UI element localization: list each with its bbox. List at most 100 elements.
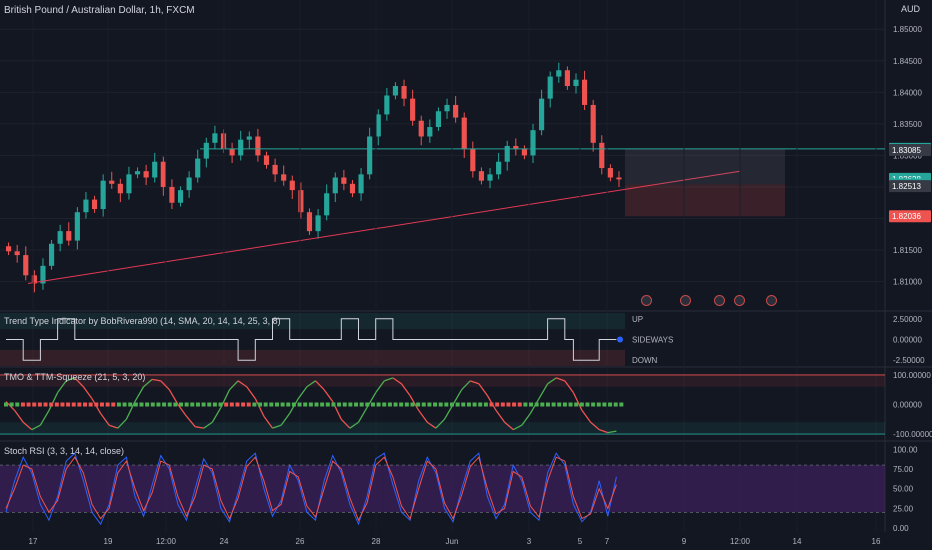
tmo-tick-label: 100.00000 [893, 371, 931, 380]
time-tick-label: 17 [29, 537, 38, 546]
time-tick-label: 14 [793, 537, 802, 546]
squeeze-dot [608, 402, 613, 407]
event-flag-icon[interactable] [680, 295, 691, 306]
squeeze-dot [60, 402, 65, 407]
squeeze-dot [449, 402, 454, 407]
tmo-segment [556, 377, 566, 382]
candle-body [263, 155, 270, 165]
squeeze-dot [461, 402, 466, 407]
tmo-segment [229, 380, 239, 391]
price-tick-label: 1.84000 [893, 88, 922, 97]
candle-body [306, 212, 313, 232]
tmo-segment [297, 386, 308, 399]
candle-body [229, 149, 235, 156]
tmo-segment [504, 421, 514, 431]
tmo-oversold-zone [0, 422, 885, 435]
tmo-segment [280, 412, 291, 426]
squeeze-dot [297, 402, 302, 407]
candle-body [504, 145, 510, 162]
rsi-band [0, 465, 885, 513]
time-tick-label: 26 [296, 537, 305, 546]
tmo-segment [547, 377, 557, 385]
candle-body [487, 174, 493, 181]
squeeze-dot [433, 402, 438, 407]
squeeze-dot [156, 402, 161, 407]
tmo-segment [384, 377, 394, 382]
candle-body [478, 171, 485, 181]
squeeze-dot [291, 402, 296, 407]
squeeze-dot [128, 402, 133, 407]
squeeze-dot [269, 402, 274, 407]
price-tag [889, 144, 931, 157]
squeeze-dot [99, 402, 104, 407]
candle-body [496, 161, 502, 175]
tmo-segment [315, 380, 325, 391]
squeeze-dot [252, 402, 257, 407]
candle-body [91, 199, 98, 210]
squeeze-dot [489, 402, 494, 407]
event-flag-icon[interactable] [714, 295, 725, 306]
squeeze-dot [122, 402, 127, 407]
time-tick-label: 7 [605, 537, 610, 546]
symbol-title: British Pound / Australian Dollar, 1h, F… [4, 5, 195, 16]
squeeze-dot [167, 402, 172, 407]
tmo-segment [461, 380, 471, 391]
candle-body [23, 255, 29, 276]
tmo-segment [39, 410, 50, 426]
stoch-d-line [5, 456, 617, 522]
candle-body [14, 251, 20, 256]
stoch-rsi-pane-title: Stoch RSI (3, 3, 14, 14, close) [4, 446, 125, 456]
squeeze-dot [77, 402, 82, 407]
squeeze-dot [602, 402, 607, 407]
candle-body [384, 95, 390, 115]
squeeze-dot [354, 402, 359, 407]
trend-zone-label: SIDEWAYS [632, 336, 673, 345]
squeeze-dot [495, 402, 500, 407]
squeeze-dot [246, 402, 251, 407]
candle-body [564, 70, 570, 87]
trend-pane-title: Trend Type Indicator by BobRivera990 (14… [4, 316, 281, 326]
event-flag-icon[interactable] [641, 295, 652, 306]
squeeze-dot [557, 402, 562, 407]
candle-body [418, 120, 424, 137]
event-flag-icon[interactable] [734, 295, 745, 306]
tmo-segment [22, 421, 33, 431]
candle-body [375, 114, 381, 137]
tmo-segment [246, 386, 256, 399]
squeeze-dot [523, 402, 528, 407]
squeeze-dot [512, 402, 517, 407]
currency-label: AUD [900, 4, 920, 14]
candle-body [607, 168, 613, 178]
price-tick-label: 1.85000 [893, 25, 922, 34]
squeeze-dot [421, 402, 426, 407]
tmo-segment [418, 410, 428, 423]
price-tick-label: 1.84500 [893, 57, 922, 66]
squeeze-dot [71, 402, 76, 407]
rsi-tick-label: 75.00 [893, 465, 914, 474]
trend-tick-label: 0.00000 [893, 336, 922, 345]
squeeze-dot [404, 402, 409, 407]
squeeze-dot [387, 402, 392, 407]
candle-body [31, 275, 37, 284]
tmo-segment [443, 404, 454, 420]
event-flag-icon[interactable] [766, 295, 777, 306]
candle-body [427, 127, 433, 137]
squeeze-dot [145, 402, 150, 407]
tmo-segment [160, 380, 170, 391]
candle-body [616, 177, 622, 180]
tmo-segment [65, 377, 75, 382]
squeeze-dot [116, 402, 121, 407]
squeeze-dot [455, 402, 460, 407]
candle-body [435, 111, 442, 128]
squeeze-dot [286, 402, 291, 407]
trend-up-zone [0, 313, 625, 330]
tmo-segment [572, 392, 583, 411]
price-tick-label: 1.81000 [893, 278, 922, 287]
squeeze-dot [438, 402, 443, 407]
squeeze-dot [472, 402, 477, 407]
squeeze-dot [337, 402, 342, 407]
candle-body [324, 193, 330, 216]
candle-body [126, 174, 132, 194]
time-tick-label: Jun [446, 537, 459, 546]
time-tick-label: 24 [220, 537, 229, 546]
